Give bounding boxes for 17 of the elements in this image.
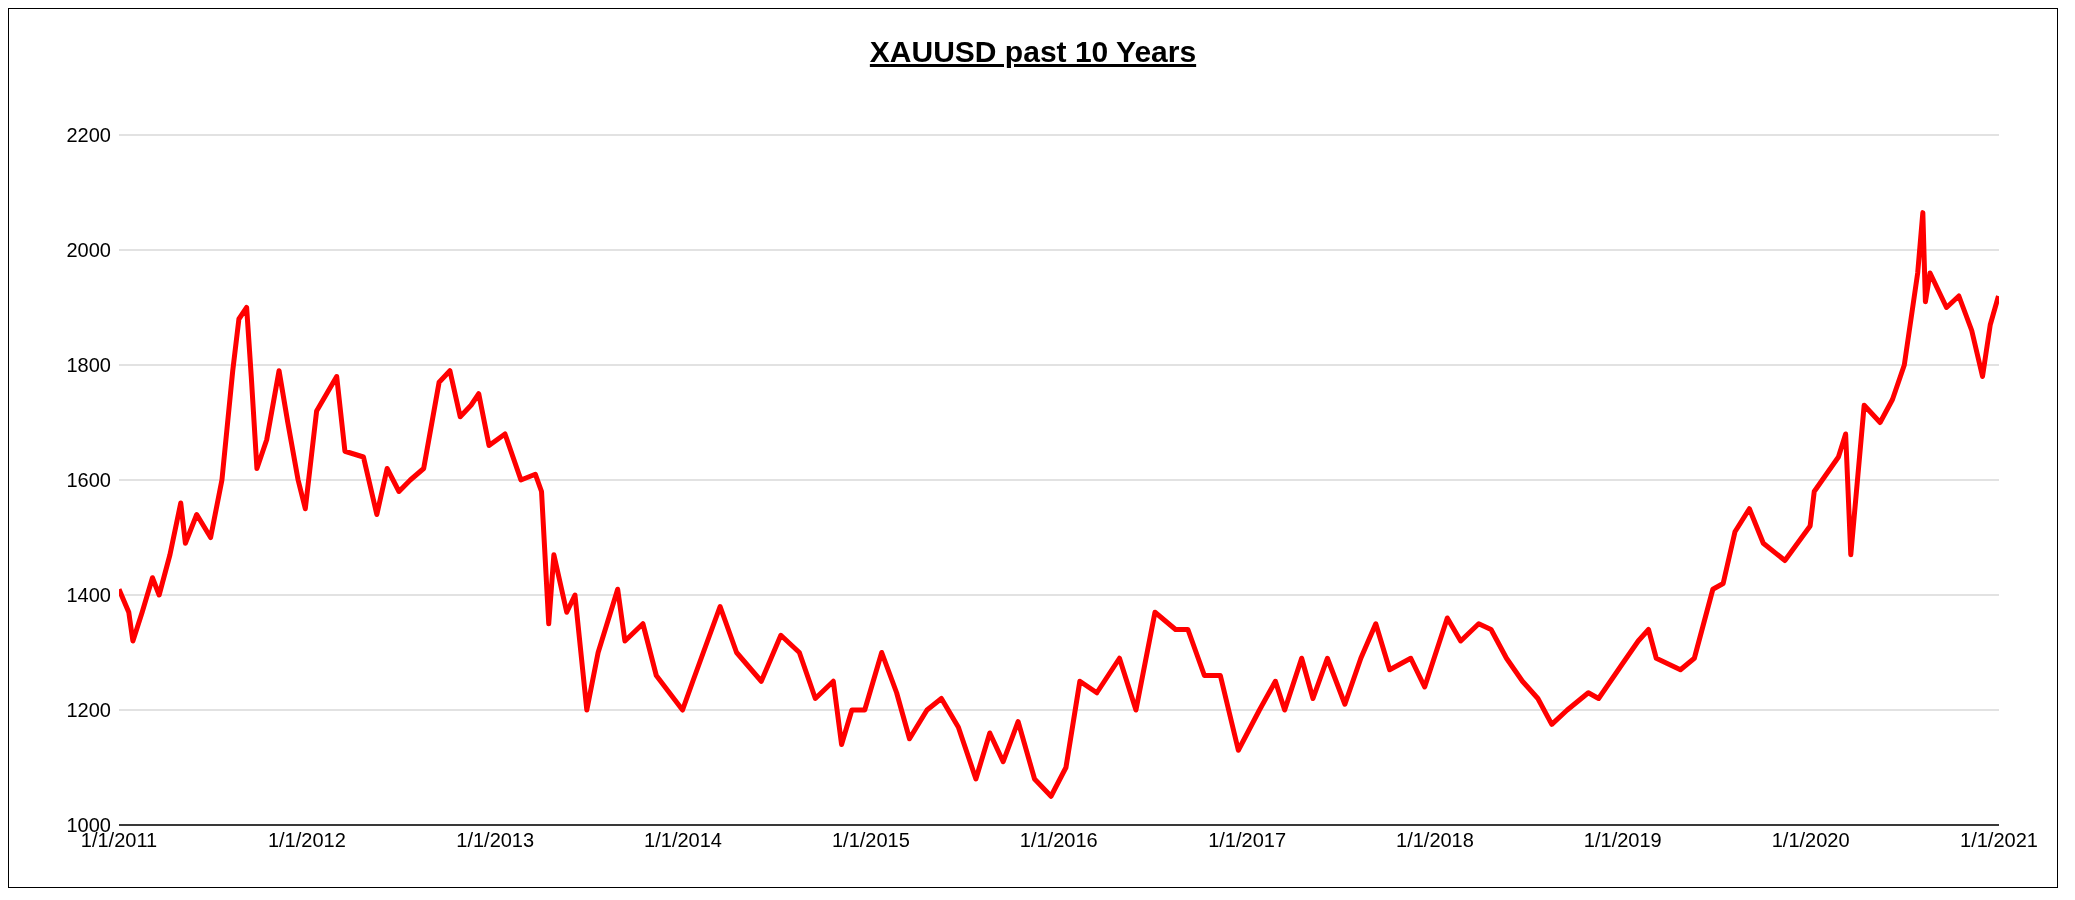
x-tick-label: 1/1/2012 — [267, 829, 346, 852]
x-tick-label: 1/1/2015 — [831, 829, 910, 852]
x-tick-label: 1/1/2021 — [1960, 829, 2038, 852]
x-tick-label: 1/1/2019 — [1583, 829, 1662, 852]
chart-title: XAUUSD past 10 Years — [868, 34, 1198, 70]
x-tick-label: 1/1/2013 — [456, 829, 535, 852]
x-tick-label: 1/1/2020 — [1771, 829, 1850, 852]
y-tick-label: 1400 — [66, 584, 111, 607]
y-tick-label: 1600 — [66, 469, 111, 492]
x-tick-label: 1/1/2014 — [644, 829, 722, 852]
x-tick-label: 1/1/2017 — [1208, 829, 1287, 852]
y-tick-label: 2000 — [66, 239, 111, 262]
x-tick-label: 1/1/2018 — [1396, 829, 1474, 852]
y-tick-label: 2200 — [66, 124, 111, 147]
x-tick-label: 1/1/2016 — [1019, 829, 1098, 852]
y-tick-label: 1800 — [66, 354, 111, 377]
y-tick-label: 1200 — [66, 699, 111, 722]
